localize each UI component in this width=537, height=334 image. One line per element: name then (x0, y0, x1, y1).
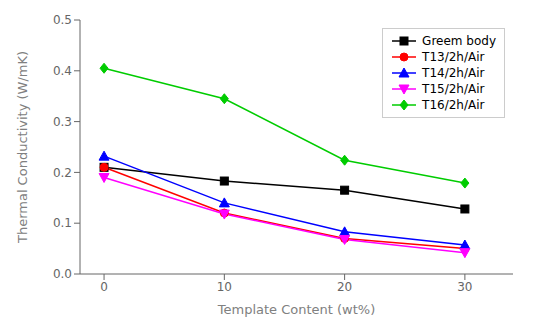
svg-text:10: 10 (217, 280, 232, 294)
html-text:T16/2h/Air: T16/2h/Air (422, 98, 485, 112)
svg-text:0.4: 0.4 (53, 64, 72, 78)
svg-text:0: 0 (100, 280, 108, 294)
html-text:T13/2h/Air: T13/2h/Air (422, 50, 485, 64)
html-text:T14/2h/Air: T14/2h/Air (422, 66, 485, 80)
svg-text:0.0: 0.0 (53, 267, 72, 281)
svg-text:0.1: 0.1 (53, 216, 72, 230)
svg-text:0.3: 0.3 (53, 115, 72, 129)
svg-text:0.2: 0.2 (53, 166, 72, 180)
html-text:Greem body: Greem body (422, 34, 496, 48)
html-text:T15/2h/Air: T15/2h/Air (422, 82, 485, 96)
svg-text:30: 30 (457, 280, 472, 294)
svg-text:20: 20 (337, 280, 352, 294)
svg-text:Template Content (wt%): Template Content (wt%) (217, 302, 376, 317)
svg-text:Thermal Conductivity (W/mK): Thermal Conductivity (W/mK) (15, 51, 30, 244)
svg-text:0.5: 0.5 (53, 13, 72, 27)
